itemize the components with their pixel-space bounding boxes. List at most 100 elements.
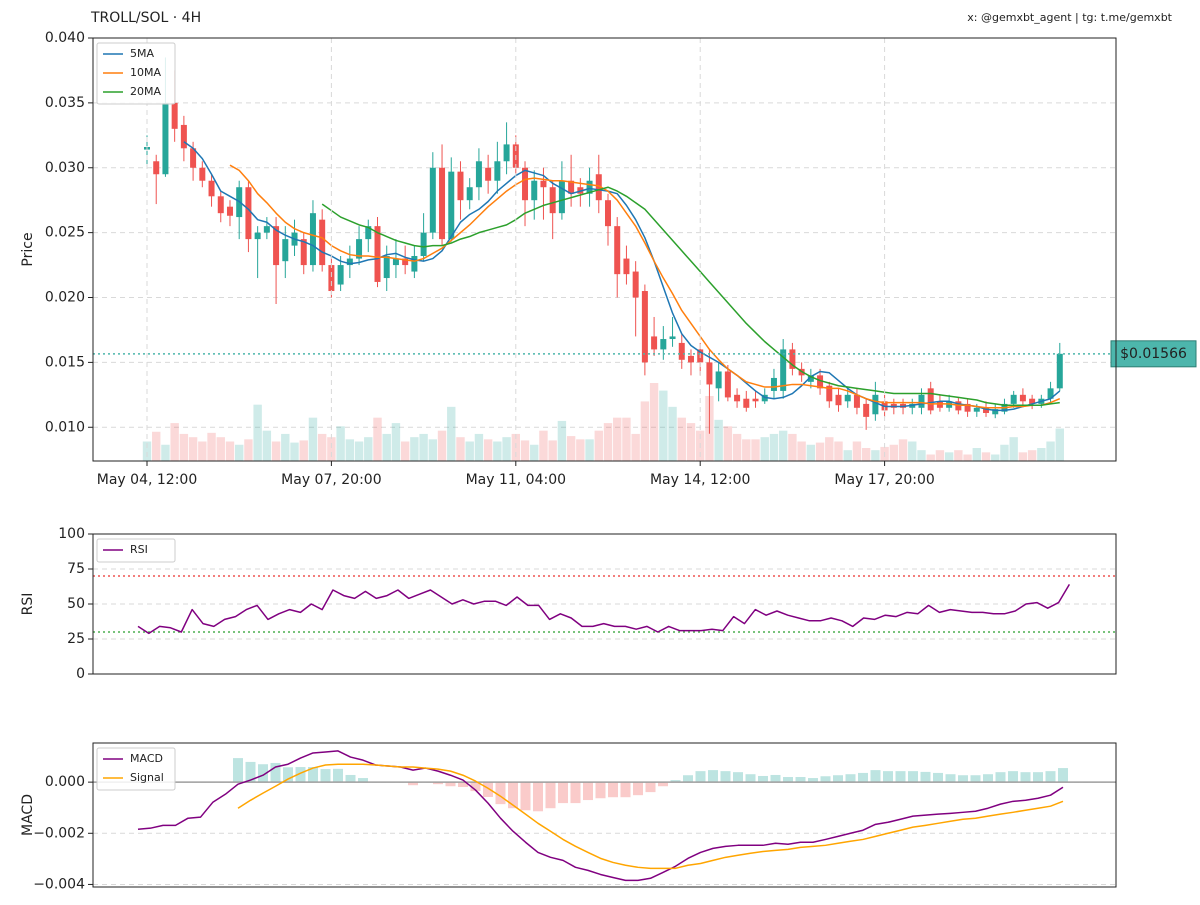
volume-bar — [594, 430, 603, 461]
volume-bar — [991, 454, 1000, 461]
series-line — [229, 164, 1061, 409]
volume-bar — [889, 444, 899, 461]
panel: 0.010 0.015 0.020 0.025 0.030 0.035 0.040 Price… — [20, 10, 1197, 488]
volume-bar — [1037, 448, 1046, 461]
volume-bar — [290, 442, 299, 461]
volume-bar — [271, 441, 281, 461]
volume-bar — [1009, 437, 1018, 461]
volume-bar — [225, 441, 235, 461]
candle-body — [789, 349, 796, 369]
volume-bar — [373, 417, 382, 461]
candle-body — [466, 187, 473, 201]
panel: 0.000 −0.002 −0.004 MACD MACD Signal — [20, 742, 1117, 892]
volume-bar — [281, 433, 290, 461]
candle-body — [1056, 353, 1063, 389]
volume-bar — [419, 433, 428, 461]
candle-body — [439, 167, 446, 240]
candle-body — [660, 339, 667, 350]
volume-bar — [944, 452, 954, 461]
candle-body — [346, 258, 353, 266]
candle-body — [918, 394, 925, 408]
candle-body — [171, 102, 178, 129]
legend-label: Signal — [130, 771, 164, 784]
candle-body — [632, 271, 639, 298]
histogram-bar — [995, 772, 1006, 783]
histogram-bar — [833, 775, 843, 783]
volume-bar — [502, 437, 511, 461]
candle-body — [1019, 394, 1026, 402]
volume-bar — [299, 440, 308, 461]
volume-bar — [327, 437, 336, 461]
plot-frame — [92, 37, 1117, 462]
candle-body — [190, 148, 197, 168]
histogram-bar — [570, 782, 581, 804]
volume-bar — [732, 433, 742, 461]
volume-bar — [161, 444, 170, 461]
histogram-bar — [333, 768, 343, 783]
series-line — [137, 584, 1071, 635]
histogram-bar — [670, 780, 681, 783]
volume-bar — [308, 417, 318, 461]
histogram-bar — [458, 782, 468, 787]
candle-body — [392, 258, 399, 266]
legend-label: MACD — [130, 752, 163, 765]
volume-bar — [253, 404, 262, 461]
volume-bar — [1000, 444, 1009, 461]
candle-body — [208, 180, 215, 197]
histogram-bar — [445, 782, 456, 787]
candle-body — [153, 161, 160, 175]
histogram-bar — [558, 782, 568, 804]
volume-bar — [520, 440, 530, 461]
candle-body — [402, 258, 409, 266]
histogram-bar — [408, 782, 418, 786]
histogram-bar — [583, 782, 593, 801]
y-axis-label: MACD — [20, 794, 36, 836]
histogram-bar — [933, 772, 943, 783]
histogram-bar — [908, 771, 918, 783]
volume-bar — [336, 426, 345, 461]
candle-body — [983, 407, 990, 413]
volume-bar — [963, 454, 972, 461]
histogram-bar — [245, 761, 256, 783]
chart-title: TROLL/SOL · 4H — [90, 10, 201, 26]
volume-bar — [788, 433, 797, 461]
volume-bar — [613, 417, 622, 461]
candle-body — [494, 161, 501, 181]
volume-bar — [400, 441, 410, 461]
candle-body — [973, 407, 980, 412]
histogram-bar — [1058, 768, 1068, 783]
histogram-bar — [745, 774, 756, 783]
y-tick-label: 50 — [67, 596, 85, 612]
histogram-bar — [258, 764, 268, 783]
chart-subtitle: x: @gemxbt_agent | tg: t.me/gemxbt — [967, 11, 1172, 24]
histogram-bar — [720, 771, 731, 783]
y-tick-label: 0.035 — [45, 95, 85, 111]
histogram-bar — [770, 774, 781, 783]
plot-frame — [92, 742, 1117, 888]
volume-bar — [585, 439, 594, 461]
volume-bar — [1055, 428, 1064, 461]
candle-body — [568, 180, 575, 194]
histogram-bar — [345, 774, 356, 783]
histogram-bar — [495, 782, 506, 805]
y-tick-label: 75 — [67, 561, 85, 577]
histogram-bar — [733, 772, 743, 783]
volume-bar — [622, 417, 631, 461]
volume-bar — [1027, 450, 1037, 461]
y-tick-label: 0.030 — [45, 160, 85, 176]
volume-bar — [723, 426, 733, 461]
x-tick-label: May 07, 20:00 — [281, 472, 381, 488]
candle-body — [226, 206, 233, 216]
candle-body — [383, 255, 390, 279]
volume-bar — [216, 437, 225, 461]
candle-body — [872, 394, 879, 415]
volume-bar — [751, 439, 760, 461]
candle-body — [540, 180, 547, 188]
candle-body — [263, 226, 270, 233]
histogram-bar — [658, 782, 668, 787]
candle-body — [770, 377, 777, 391]
volume-bar — [898, 439, 908, 461]
volume-bar — [981, 452, 991, 461]
candle-body — [180, 124, 187, 149]
histogram-bar — [845, 774, 856, 783]
